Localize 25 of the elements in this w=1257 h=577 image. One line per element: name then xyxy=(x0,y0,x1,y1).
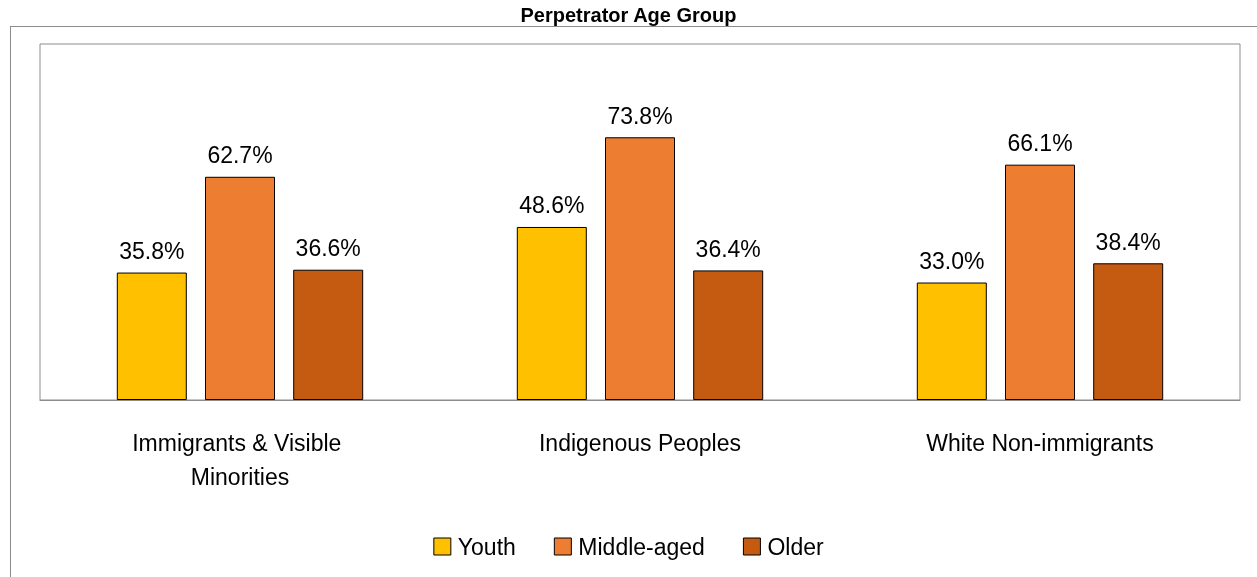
legend-label: Middle-aged xyxy=(578,533,705,560)
data-label: 36.6% xyxy=(295,235,361,262)
data-label: 38.4% xyxy=(1095,228,1161,255)
bar xyxy=(1005,164,1075,400)
data-label: 35.8% xyxy=(119,238,185,265)
legend-label: Older xyxy=(767,533,824,560)
legend-label: Youth xyxy=(457,533,516,560)
data-label: 66.1% xyxy=(1007,130,1073,157)
bar xyxy=(116,272,187,400)
x-tick-label: White Non-immigrants xyxy=(926,430,1154,456)
data-label: 36.4% xyxy=(695,235,761,262)
bar xyxy=(516,226,587,400)
x-tick-label: Indigenous Peoples xyxy=(538,430,742,456)
data-label: 73.8% xyxy=(607,102,673,129)
bar xyxy=(605,137,675,400)
bar xyxy=(693,270,764,400)
bar xyxy=(293,269,364,400)
bar xyxy=(916,282,987,400)
data-label: 33.0% xyxy=(919,248,985,275)
x-tick-label: Immigrants & Visible Minorities xyxy=(132,430,348,490)
bar xyxy=(205,176,275,400)
data-label: 62.7% xyxy=(207,142,273,169)
chart-title: Perpetrator Age Group xyxy=(520,4,737,26)
bar xyxy=(1093,263,1164,400)
data-label: 48.6% xyxy=(519,192,585,219)
